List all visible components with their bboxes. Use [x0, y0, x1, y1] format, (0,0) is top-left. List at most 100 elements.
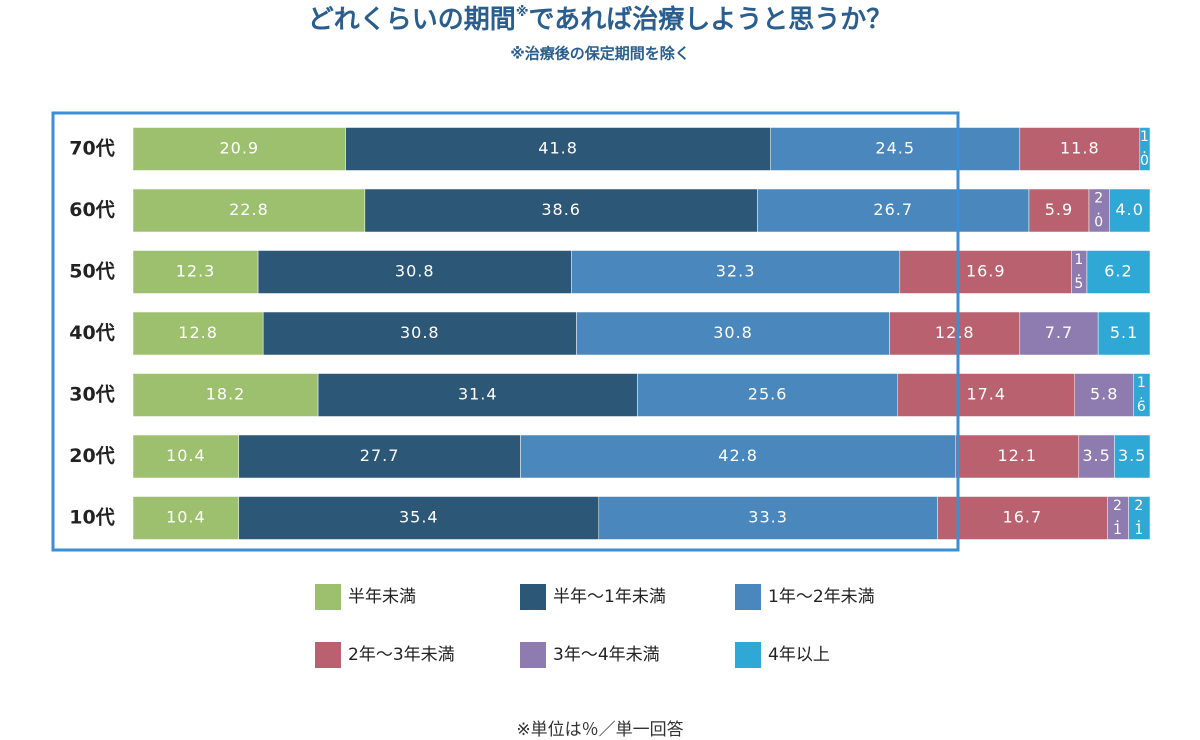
value-label: 20.9 — [219, 139, 259, 158]
value-label: 7.7 — [1045, 323, 1073, 342]
legend-swatch — [735, 642, 761, 668]
legend-label: 半年～1年未満 — [553, 587, 666, 607]
y-tick-label: 50代 — [69, 261, 114, 283]
bar-segment — [1114, 434, 1151, 479]
bar-segment — [955, 434, 1080, 479]
bar-segment — [889, 311, 1021, 356]
bar-segment — [132, 311, 264, 356]
y-tick-label: 60代 — [69, 199, 114, 221]
bar-segment — [1078, 434, 1115, 479]
bar-segment — [637, 373, 899, 417]
value-label: 2.1 — [1113, 498, 1123, 538]
bar-segment — [1019, 127, 1141, 171]
value-label: 3.5 — [1118, 446, 1146, 465]
value-label: 4.0 — [1115, 200, 1143, 219]
bar-segment — [1139, 127, 1151, 171]
plot: 70代 20.9 41.8 24.5 11.8 1. 0 60代 22.8 38.6 26.7 5.9… — [69, 127, 1151, 540]
value-label: 30.8 — [400, 323, 440, 342]
value-label: 12.1 — [997, 446, 1037, 465]
bar-segment — [132, 373, 319, 417]
legend-label: 1年～2年未満 — [768, 587, 875, 607]
highlight-box — [51, 111, 960, 552]
value-label: 3.5 — [1082, 446, 1110, 465]
legend: 半年未満 半年～1年未満 1年～2年未満 2年～3年未満 3年～4年未満 4年以上 — [315, 584, 875, 668]
value-label: 35.4 — [399, 508, 439, 527]
value-label: 30.8 — [713, 323, 753, 342]
value-label: 2.0 — [1094, 191, 1104, 231]
value-label: 41.8 — [538, 139, 578, 158]
bar-segment — [899, 250, 1072, 294]
value-label: 5.1 — [1110, 323, 1138, 342]
bar-segment — [317, 373, 638, 417]
bar-segment — [238, 496, 600, 540]
title-part: どれくらいの期間 — [308, 5, 516, 35]
y-tick-label: 10代 — [69, 507, 114, 529]
value-label: 22.8 — [229, 200, 269, 219]
value-label: 6.2 — [1104, 262, 1132, 281]
value-label: 17.4 — [966, 385, 1006, 404]
legend-swatch — [520, 642, 546, 668]
value-label: 30.8 — [395, 262, 435, 281]
bar-segment — [257, 250, 572, 294]
value-label: 5.9 — [1045, 200, 1073, 219]
value-label: 5.8 — [1090, 385, 1118, 404]
bar-segment — [571, 250, 901, 294]
legend-label: 3年～4年未満 — [553, 645, 660, 665]
value-label: 1.5 — [1074, 252, 1084, 292]
y-tick-label: 70代 — [69, 138, 114, 160]
bar-segment — [1109, 188, 1151, 233]
value-label: 16.9 — [966, 262, 1006, 281]
value-label: 11.8 — [1060, 139, 1100, 158]
value-label: 10.4 — [166, 508, 206, 527]
bar-segment — [132, 496, 240, 540]
bar-segment — [262, 311, 577, 356]
chart-title: どれくらいの期間※であれば治療しようと思うか？ — [308, 5, 892, 35]
bar-segment — [520, 434, 957, 479]
value-label: 38.6 — [541, 200, 581, 219]
legend-swatch — [735, 584, 761, 610]
title-part: であれば治療しようと思うか？ — [528, 5, 892, 35]
value-label: 16.7 — [1003, 508, 1043, 527]
chart-subtitle: ※治療後の保定期間を除く — [510, 45, 690, 63]
legend-swatch — [315, 584, 341, 610]
y-tick-label: 30代 — [69, 384, 114, 406]
bar-segment — [1074, 373, 1134, 417]
value-label: 27.7 — [360, 446, 400, 465]
value-label: 42.8 — [718, 446, 758, 465]
bar-segment — [897, 373, 1075, 417]
value-label: 10.4 — [166, 446, 206, 465]
bar-segment — [1128, 496, 1151, 540]
legend-label: 2年～3年未満 — [348, 645, 455, 665]
value-label: 2.1 — [1134, 498, 1144, 538]
bar-segment — [1019, 311, 1099, 356]
value-label: 18.2 — [206, 385, 246, 404]
legend-swatch — [520, 584, 546, 610]
value-label: 26.7 — [873, 200, 913, 219]
bar-segment — [364, 188, 758, 233]
value-label: 1.6 — [1137, 375, 1147, 415]
legend-label: 4年以上 — [768, 645, 830, 665]
bar-segment — [132, 188, 366, 233]
bar-segment — [937, 496, 1108, 540]
value-label: 31.4 — [458, 385, 498, 404]
note: ※単位は％／単一回答 — [516, 720, 683, 740]
y-tick-label: 40代 — [69, 322, 114, 344]
bar-segment — [345, 127, 771, 171]
value-label: 12.3 — [176, 262, 216, 281]
bar-segment — [1133, 373, 1151, 417]
value-label: 33.3 — [748, 508, 788, 527]
value-label: 24.5 — [875, 139, 915, 158]
bar-segment — [770, 127, 1021, 171]
legend-label: 半年未満 — [348, 587, 416, 607]
bar-segment — [1086, 250, 1151, 294]
legend-swatch — [315, 642, 341, 668]
value-label: 1.0 — [1140, 129, 1150, 169]
title-part: ※ — [516, 5, 529, 20]
bar-segment — [132, 250, 259, 294]
bar-segment — [598, 496, 938, 540]
bar-segment — [238, 434, 521, 479]
value-label: 32.3 — [716, 262, 756, 281]
bar-segment — [757, 188, 1030, 233]
